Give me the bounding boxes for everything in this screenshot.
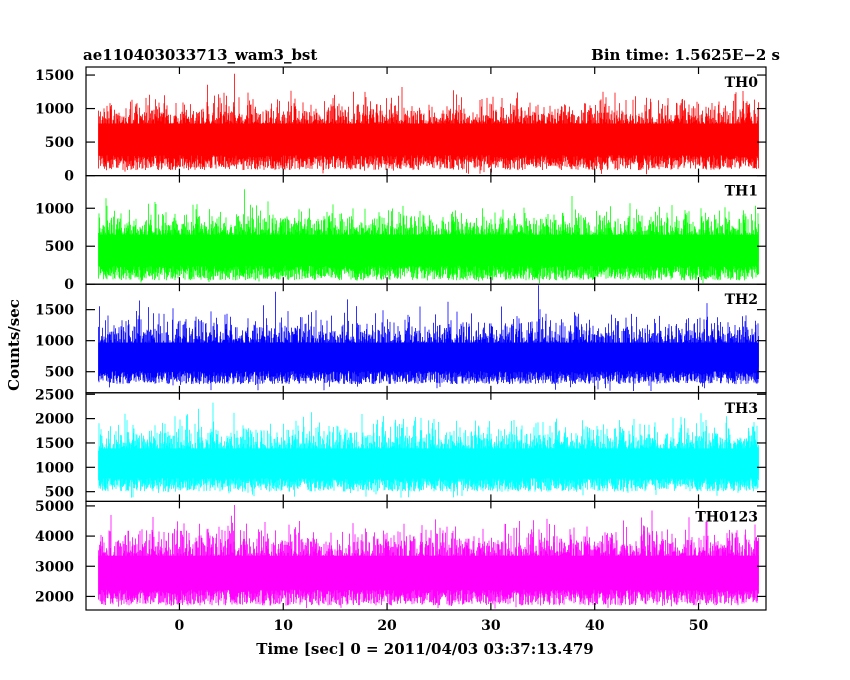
panel-label-TH1: TH1 [725, 184, 758, 200]
panel-label-TH0: TH0 [725, 75, 759, 91]
y-axis-label: Counts/sec [5, 299, 23, 391]
y-tick-label: 0 [64, 169, 74, 185]
x-tick-label: 0 [175, 618, 185, 634]
series-trace-TH0123 [98, 505, 759, 609]
panel-frame-TH0123 [85, 500, 767, 611]
panel-label-TH0123: TH0123 [695, 509, 758, 525]
y-tick-label: 500 [45, 239, 74, 255]
y-tick-label: 1000 [35, 334, 74, 350]
y-tick-label: 2000 [35, 589, 74, 605]
y-tick-label: 1000 [35, 460, 74, 476]
y-tick-label: 500 [45, 485, 74, 501]
y-tick-label: 2500 [35, 387, 74, 403]
y-tick-label: 0 [64, 277, 74, 293]
y-tick-label: 1500 [35, 303, 74, 319]
y-tick-label: 1000 [35, 102, 74, 118]
panel-label-TH3: TH3 [725, 401, 758, 417]
series-trace-TH3 [98, 402, 759, 498]
bin-time-label: Bin time: 1.5625E−2 s [591, 46, 780, 64]
y-tick-label: 500 [45, 135, 74, 151]
y-tick-label: 3000 [35, 559, 74, 575]
x-tick-label: 10 [274, 618, 294, 634]
x-tick-label: 20 [377, 618, 397, 634]
y-tick-label: 1000 [35, 201, 74, 217]
panel-label-TH2: TH2 [725, 292, 758, 308]
x-tick-label: 30 [481, 618, 501, 634]
x-tick-label: 40 [585, 618, 605, 634]
y-tick-label: 500 [45, 365, 74, 381]
y-tick-label: 5000 [35, 499, 74, 515]
series-trace-TH0 [98, 73, 759, 175]
plot-title: ae110403033713_wam3_bst [83, 46, 317, 64]
series-trace-TH2 [98, 285, 759, 391]
y-tick-label: 1500 [35, 436, 74, 452]
y-tick-label: 2000 [35, 412, 74, 428]
y-tick-label: 1500 [35, 68, 74, 84]
x-axis-label: Time [sec] 0 = 2011/04/03 03:37:13.479 [256, 640, 593, 658]
series-trace-TH1 [98, 189, 759, 284]
x-tick-label: 50 [689, 618, 709, 634]
y-tick-label: 4000 [35, 529, 74, 545]
